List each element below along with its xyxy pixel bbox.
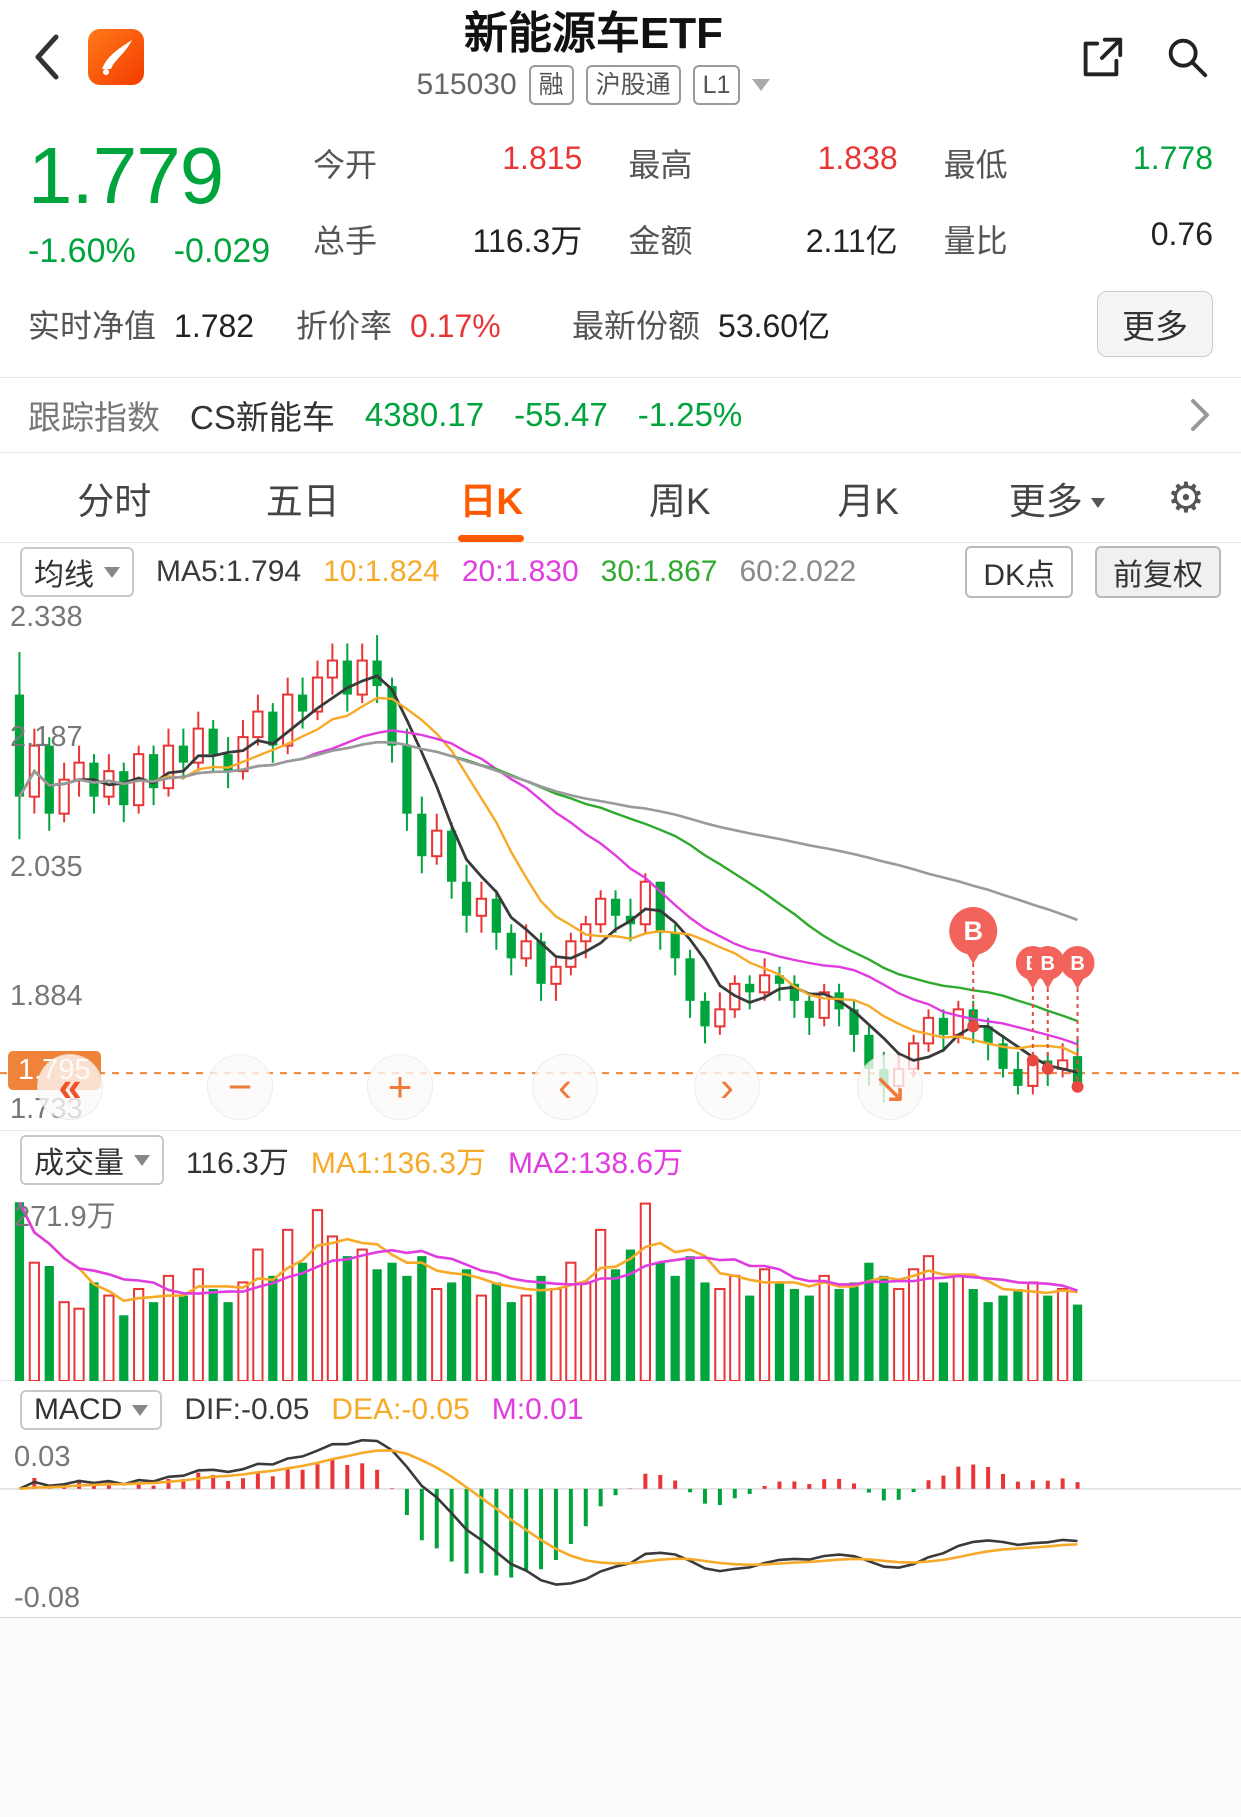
ma10-legend: 10:1.824 (323, 555, 440, 588)
candlestick-plot: BBBB (0, 635, 1241, 1103)
tab-more[interactable]: 更多 (963, 453, 1152, 542)
pan-left-button[interactable]: ‹ (532, 1054, 598, 1120)
gear-icon: ⚙ (1167, 474, 1205, 521)
svg-text:B: B (963, 916, 983, 946)
stat-open: 今开 1.815 (313, 140, 583, 183)
volume-chart[interactable]: 271.9万 (0, 1189, 1241, 1381)
more-button[interactable]: 更多 (1097, 291, 1213, 357)
brand-swoosh-icon (102, 40, 132, 75)
volume-ma1-legend: MA1:136.3万 (310, 1147, 486, 1180)
latest-shares: 最新份额 53.60亿 (572, 308, 831, 344)
pan-right-button[interactable]: › (694, 1054, 760, 1120)
change-percent: -1.60% (28, 232, 136, 270)
index-change-percent: -1.25% (637, 396, 743, 433)
fast-backward-button[interactable]: « (37, 1054, 103, 1120)
tab-five-day[interactable]: 五日 (265, 480, 340, 522)
realtime-nav: 实时净值 1.782 (28, 308, 255, 344)
trend-arrow-button[interactable]: ↘ (857, 1054, 923, 1120)
ma60-legend: 60:2.022 (739, 555, 857, 588)
period-tab-bar: 分时 五日 日K 周K 月K 更多 ⚙ (0, 453, 1241, 543)
tab-intraday[interactable]: 分时 (77, 480, 152, 522)
macd-dif-legend: DIF:-0.05 (184, 1393, 310, 1426)
share-icon (1083, 37, 1123, 77)
index-change: -55.47 (514, 396, 608, 433)
macd-chart[interactable]: 0.03 -0.08 (0, 1439, 1241, 1617)
zoom-in-button[interactable]: + (367, 1054, 433, 1120)
macd-min-label: -0.08 (14, 1582, 81, 1614)
volume-ma2-legend: MA2:138.6万 (507, 1147, 684, 1180)
y-axis-label: 2.187 (10, 721, 83, 753)
chevron-down-icon (134, 1154, 150, 1166)
chevron-left-icon (35, 34, 59, 80)
kline-chart[interactable]: 2.338 2.187 2.035 1.884 1.733 1.795 BBBB… (0, 601, 1241, 1131)
share-button[interactable] (1073, 29, 1129, 85)
stat-amount: 金额 2.11亿 (628, 223, 898, 259)
quote-panel: 1.779 -1.60% -0.029 今开 1.815 最高 1.838 最低 1.… (0, 114, 1241, 275)
macd-plot (0, 1439, 1241, 1586)
volume-current: 116.3万 (186, 1147, 289, 1180)
stock-meta-row[interactable]: 515030 融 沪股通 L1 (417, 65, 771, 105)
page-title: 新能源车ETF (463, 9, 724, 58)
ma5-legend: MA5:1.794 (156, 555, 302, 588)
y-axis-label: 2.035 (10, 851, 83, 883)
badge-level1: L1 (692, 65, 741, 105)
stat-volume: 总手 116.3万 (313, 223, 583, 259)
y-axis-label: 1.884 (10, 980, 83, 1012)
stat-low: 最低 1.778 (943, 140, 1213, 183)
volume-bars-plot (14, 1201, 1083, 1381)
change-value: -0.029 (173, 232, 271, 270)
tracking-index-label: 跟踪指数 (28, 399, 160, 436)
discount-rate: 折价率 0.17% (296, 308, 501, 344)
chevron-down-icon (104, 566, 120, 578)
back-button[interactable] (26, 29, 82, 85)
macd-toolbar: MACD DIF:-0.05 DEA:-0.05 M:0.01 (0, 1381, 1241, 1439)
chart-controls-layer: « − + ‹ › ↘ (0, 601, 1241, 1130)
index-value: 4380.17 (364, 396, 485, 433)
macd-max-label: 0.03 (14, 1441, 71, 1473)
stock-code: 515030 (416, 68, 517, 101)
current-price: 1.779 (28, 131, 224, 220)
fund-info-row: 实时净值 1.782 折价率 0.17% 最新份额 53.60亿 更多 (0, 275, 1241, 377)
bottom-spacer (0, 1617, 1241, 1817)
ma-selector-label: 均线 (34, 559, 94, 592)
chart-settings-button[interactable]: ⚙ (1151, 473, 1221, 522)
stat-high: 最高 1.838 (628, 140, 898, 183)
app-header: 新能源车ETF 515030 融 沪股通 L1 (0, 0, 1241, 114)
tab-weekly-k[interactable]: 周K (648, 480, 711, 522)
svg-text:B: B (1070, 953, 1084, 975)
chevron-down-icon (1090, 497, 1105, 508)
app-logo[interactable] (88, 29, 144, 85)
macd-m-legend: M:0.01 (491, 1393, 584, 1426)
volume-indicator-dropdown[interactable]: 成交量 (20, 1135, 164, 1185)
search-button[interactable] (1159, 29, 1215, 85)
stat-volume-ratio: 量比 0.76 (943, 216, 1213, 259)
forward-adjust-button[interactable]: 前复权 (1095, 546, 1221, 598)
index-name: CS新能车 (190, 399, 335, 436)
ma20-legend: 20:1.830 (461, 555, 579, 588)
quote-stats-grid: 今开 1.815 最高 1.838 最低 1.778 总手 116.3万 金额 2.11亿… (313, 130, 1213, 271)
ma30-legend: 30:1.867 (600, 555, 718, 588)
volume-selector-label: 成交量 (34, 1147, 124, 1180)
macd-indicator-dropdown[interactable]: MACD (20, 1390, 163, 1430)
chevron-down-icon (132, 1404, 149, 1416)
ma-type-dropdown[interactable]: 均线 (20, 547, 134, 597)
kline-toolbar: 均线 MA5:1.794 10:1.824 20:1.830 30:1.867 … (0, 543, 1241, 601)
badge-hk-connect: 沪股通 (585, 65, 681, 105)
chevron-down-icon (752, 79, 771, 91)
y-axis-label: 2.338 (10, 601, 83, 633)
chevron-right-icon (1191, 399, 1209, 431)
search-icon (1168, 38, 1208, 78)
macd-selector-label: MACD (34, 1393, 123, 1426)
zoom-out-button[interactable]: − (207, 1054, 273, 1120)
volume-max-label: 271.9万 (14, 1201, 116, 1233)
badge-margin: 融 (528, 65, 574, 105)
tab-daily-k[interactable]: 日K (397, 453, 586, 542)
tracking-index-row[interactable]: 跟踪指数 CS新能车 4380.17 -55.47 -1.25% (0, 377, 1241, 453)
dk-point-button[interactable]: DK点 (965, 546, 1073, 598)
svg-text:B: B (1041, 953, 1055, 975)
volume-toolbar: 成交量 116.3万 MA1:136.3万 MA2:138.6万 (0, 1131, 1241, 1189)
tab-monthly-k[interactable]: 月K (837, 480, 900, 522)
macd-dea-legend: DEA:-0.05 (331, 1393, 470, 1426)
